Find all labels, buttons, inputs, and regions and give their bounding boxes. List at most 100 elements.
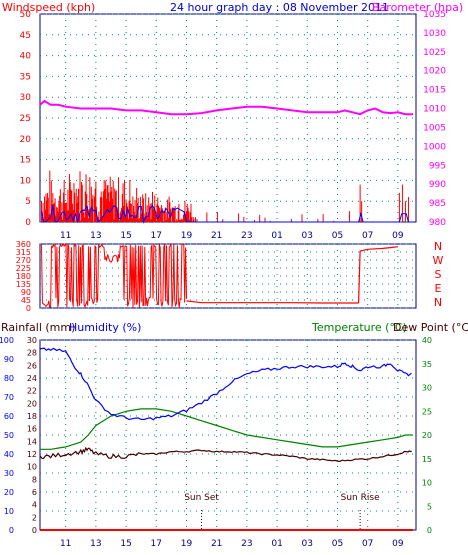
temp-panel-x-tick: 17 (151, 539, 162, 549)
dew-point-label: Dew Point (°C) (393, 321, 468, 334)
temperature-y-tick: 15 (422, 455, 432, 464)
rainfall-y-tick: 6 (32, 488, 37, 497)
rainfall-y-tick: 28 (27, 349, 37, 358)
humidity-y-tick: 20 (4, 488, 14, 497)
barometer-y-tick: 980 (429, 218, 446, 228)
windspeed-y-tick: 20 (20, 135, 32, 145)
wind-panel-x-tick: 23 (241, 231, 252, 241)
direction-y-tick: 90 (21, 288, 31, 297)
humidity-y-tick: 0 (9, 526, 14, 535)
rainfall-y-tick: 22 (27, 387, 37, 396)
direction-y-tick: 225 (16, 264, 31, 273)
temperature-y-tick: 5 (427, 502, 432, 511)
temp-panel-x-tick: 07 (362, 539, 373, 549)
sun-rise-label: Sun Rise (341, 493, 380, 503)
humidity-y-tick: 50 (4, 431, 14, 440)
wind-panel-x-tick: 17 (151, 231, 162, 241)
sun-set-label: Sun Set (184, 493, 219, 503)
windspeed-y-tick: 40 (20, 52, 32, 62)
temperature-y-tick: 20 (422, 431, 432, 440)
rainfall-y-tick: 30 (27, 336, 37, 345)
humidity-y-tick: 10 (4, 507, 14, 516)
wind-panel-x-tick: 07 (362, 231, 373, 241)
wind-barometer-panel: 0510152025303540455098098599099510001005… (20, 10, 447, 241)
temperature-y-tick: 40 (422, 336, 432, 345)
direction-y-tick: 315 (16, 248, 31, 257)
temperature-humidity-panel: 0102030405060708090100024681012141618202… (0, 336, 432, 549)
barometer-y-tick: 990 (429, 180, 446, 190)
humidity-y-tick: 70 (4, 393, 14, 402)
barometer-y-tick: 1035 (423, 10, 446, 20)
barometer-y-tick: 1000 (423, 142, 446, 152)
temperature-y-tick: 10 (422, 479, 432, 488)
direction-y-tick: 0 (26, 304, 31, 313)
chart-title: 24 hour graph day : 08 November 2011 (170, 1, 389, 14)
barometer-y-tick: 1025 (423, 48, 446, 58)
rainfall-y-tick: 12 (27, 450, 37, 459)
rainfall-y-tick: 26 (27, 361, 37, 370)
barometer-y-tick: 1010 (423, 105, 446, 115)
temperature-line (40, 408, 413, 450)
temperature-y-tick: 35 (422, 360, 432, 369)
windspeed-y-tick: 50 (20, 10, 32, 20)
rainfall-y-tick: 16 (27, 425, 37, 434)
wind-panel-x-tick: 03 (302, 231, 313, 241)
windspeed-y-tick: 10 (20, 176, 32, 186)
temperature-y-tick: 25 (422, 407, 432, 416)
compass-label: E (435, 282, 442, 295)
windspeed-y-tick: 25 (20, 114, 31, 124)
compass-label: S (435, 268, 442, 281)
direction-y-tick: 135 (16, 280, 31, 289)
temp-panel-x-tick: 15 (120, 539, 131, 549)
rainfall-y-tick: 18 (27, 412, 37, 421)
rainfall-y-tick: 4 (32, 501, 37, 510)
direction-line-0 (186, 300, 359, 304)
windspeed-y-tick: 15 (20, 156, 31, 166)
wind-panel-frame (39, 13, 417, 223)
rainfall-y-tick: 24 (27, 374, 37, 383)
humidity-y-tick: 80 (4, 374, 14, 383)
windspeed-label: Windspeed (kph) (2, 1, 95, 14)
temp-panel-x-tick: 03 (302, 539, 313, 549)
barometer-label: Barometer (hpa) (372, 1, 463, 14)
temp-panel-x-tick: 05 (332, 539, 343, 549)
windspeed-y-tick: 5 (25, 197, 31, 207)
temp-panel-x-tick: 01 (271, 539, 282, 549)
rainfall-y-tick: 20 (27, 399, 37, 408)
windspeed-y-tick: 0 (25, 218, 31, 228)
temp-panel-x-tick: 19 (181, 539, 193, 549)
rainfall-y-tick: 2 (32, 513, 37, 522)
temp-panel-x-tick: 21 (211, 539, 222, 549)
temperature-y-tick: 30 (422, 384, 432, 393)
barometer-y-tick: 1015 (423, 86, 446, 96)
direction-line-1 (358, 246, 398, 304)
rainfall-label: Rainfall (mm) (1, 321, 75, 334)
wind-panel-x-tick: 15 (120, 231, 131, 241)
windspeed-y-tick: 35 (20, 72, 31, 82)
windspeed-y-tick: 30 (20, 93, 32, 103)
humidity-line (39, 347, 412, 421)
temperature-label: Temperature (°C) (311, 321, 407, 334)
wind-panel-x-tick: 05 (332, 231, 343, 241)
humidity-label: Humidity (%) (69, 321, 141, 334)
humidity-y-tick: 60 (4, 412, 14, 421)
humidity-y-tick: 30 (4, 469, 14, 478)
wind-panel-x-tick: 19 (181, 231, 193, 241)
wind-panel-x-tick: 01 (271, 231, 282, 241)
rainfall-y-tick: 10 (27, 463, 37, 472)
wind-panel-x-tick: 11 (60, 231, 71, 241)
barometer-y-tick: 1005 (423, 123, 446, 133)
direction-y-tick: 180 (16, 272, 31, 281)
humidity-y-tick: 90 (4, 355, 14, 364)
direction-y-tick: 270 (16, 256, 31, 265)
humidity-y-tick: 100 (0, 336, 14, 345)
wind-panel-x-tick: 13 (90, 231, 101, 241)
direction-scribble (41, 242, 187, 309)
humidity-y-tick: 40 (4, 450, 14, 459)
compass-label: N (434, 240, 442, 253)
windspeed-y-tick: 45 (20, 31, 31, 41)
barometer-y-tick: 985 (429, 199, 446, 209)
temp-panel-x-tick: 09 (392, 539, 404, 549)
temperature-y-tick: 0 (427, 526, 432, 535)
